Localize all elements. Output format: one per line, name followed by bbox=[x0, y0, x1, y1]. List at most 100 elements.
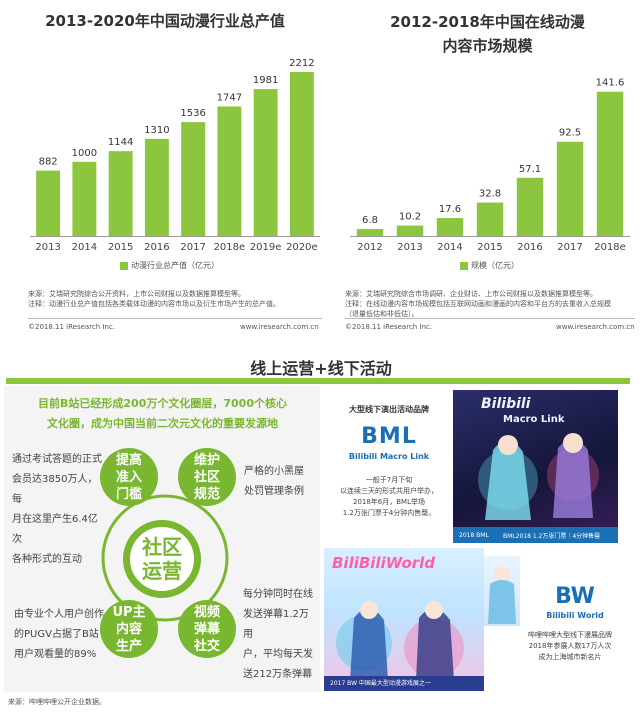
bml-logo: BML bbox=[361, 424, 417, 449]
bar-2016 bbox=[144, 138, 169, 236]
bar-2020e bbox=[289, 71, 314, 236]
bar-2018e bbox=[596, 91, 624, 236]
bml-desc: 一般于7月下旬 以连续三天的形式共用户举办， 2018年6月，BML举场 1.2万张门… bbox=[340, 476, 438, 517]
tick-label-2014: 2014 bbox=[437, 242, 462, 253]
chart1-plot: 882 2013 1000 2014 1144 2015 1310 2016 1536 2017 1… bbox=[30, 58, 320, 253]
chart1-divider bbox=[28, 318, 322, 319]
community-ring-circle bbox=[101, 494, 229, 622]
chart2-plot: 6.8 2012 10.2 2013 17.6 2014 32.8 2015 57.1 2016 9… bbox=[350, 78, 630, 253]
bar-2014 bbox=[72, 161, 97, 236]
circle-up-content: UP主 内容 生产 bbox=[100, 600, 158, 658]
poster2-title: BiliBiliWorld bbox=[332, 554, 436, 572]
footer-source: 来源：哔哩哔哩公开企业数据。 bbox=[8, 698, 106, 706]
chart2-title-line1: 2012-2018年中国在线动漫 bbox=[390, 13, 585, 31]
bar-2015 bbox=[108, 151, 133, 236]
chart1-legend: 动漫行业总产值（亿元） bbox=[120, 260, 219, 271]
community-ring bbox=[101, 494, 229, 622]
bar-2013 bbox=[36, 170, 61, 236]
events-header: 大型线下演出活动品牌 bbox=[349, 405, 429, 414]
tick-label-2015: 2015 bbox=[477, 242, 502, 253]
tick-label-2013: 2013 bbox=[35, 242, 60, 253]
chart2-title: 2012-2018年中国在线动漫 内容市场规模 bbox=[345, 10, 630, 58]
poster1-sub: Macro Link bbox=[503, 414, 565, 425]
community-headline-line2: 文化圈，成为中国当前二次元文化的重要发源地 bbox=[47, 417, 278, 430]
data-label-2018e: 1747 bbox=[217, 92, 242, 103]
tick-label-2016: 2016 bbox=[144, 242, 169, 253]
bw-desc: 哔哩哔哩大型线下漫展品牌 2018年参展人数17万人次 成为上海城市新名片 bbox=[528, 631, 612, 661]
circle-raise-threshold: 提高 准入 门槛 bbox=[100, 448, 158, 506]
tick-label-2018e: 2018e bbox=[214, 242, 246, 253]
data-label-2013: 882 bbox=[39, 157, 58, 168]
chart2-source-line2: 注释：在线动漫内容市场规模包括互联网动画和漫画的内容和平台方的去重收入总规模 bbox=[345, 300, 611, 308]
chart1-legend-label: 动漫行业总产值（亿元） bbox=[131, 261, 219, 270]
bar-2017 bbox=[181, 122, 206, 236]
chart2-source-line1: 来源：艾瑞研究院综合市场调研、企业财访、上市公司财报以及数据推算模型等。 bbox=[345, 290, 597, 298]
bw-poster: BiliBiliWorld 2017 BW 中国最大型动漫游戏展之一 bbox=[324, 548, 484, 691]
data-label-2016: 1310 bbox=[144, 125, 169, 136]
tick-label-2012: 2012 bbox=[357, 242, 382, 253]
chart1-source-line2: 注释：动漫行业总产值包括各类载体动漫的内容市场以及衍生市场产生的总产值。 bbox=[28, 300, 280, 308]
chart2-title-line2: 内容市场规模 bbox=[442, 37, 533, 55]
data-label-2015: 32.8 bbox=[479, 189, 501, 200]
text-danmaku-stats: 每分钟同时在线 发送弹幕1.2万用 户，平均每天发 送212万条弹幕 bbox=[243, 589, 313, 680]
chart2-source-line3: （退量低估和非低估）。 bbox=[345, 310, 419, 318]
chart1-title: 2013-2020年中国动漫行业总产值 bbox=[45, 12, 285, 30]
tick-label-2013: 2013 bbox=[397, 242, 422, 253]
chart1-source: 来源：艾瑞研究院综合公开资料，上市公司财报以及数据推算模型等。 注释：动漫行业总… bbox=[28, 289, 328, 309]
data-label-2012: 6.8 bbox=[362, 215, 378, 226]
data-label-2014: 1000 bbox=[72, 148, 97, 159]
chart2-source: 来源：艾瑞研究院综合市场调研、企业财访、上市公司财报以及数据推算模型等。 注释：… bbox=[345, 289, 635, 319]
tick-label-2016: 2016 bbox=[517, 242, 542, 253]
poster1-title: Bilibili bbox=[481, 396, 531, 412]
bw-name: Bilibili World bbox=[546, 611, 604, 620]
bar-2013 bbox=[396, 225, 424, 236]
data-label-2014: 17.6 bbox=[439, 204, 461, 215]
data-label-2019e: 1981 bbox=[253, 75, 278, 86]
poster1-banner: BML2018 1.2万张门票｜4分钟售罄 bbox=[503, 532, 601, 540]
chart2-copyright: ©2018.11 iResearch Inc. bbox=[345, 323, 433, 331]
chart1-website: www.iresearch.com.cn bbox=[240, 323, 319, 331]
bar-2018e bbox=[217, 106, 242, 236]
data-label-2020e: 2212 bbox=[289, 58, 314, 69]
chart1-legend-swatch bbox=[120, 261, 128, 270]
chart2-legend-swatch bbox=[460, 261, 468, 270]
chart2-website: www.iresearch.com.cn bbox=[556, 323, 635, 331]
tick-label-2014: 2014 bbox=[72, 242, 97, 253]
bar-2019e bbox=[253, 89, 278, 236]
bar-2015 bbox=[476, 202, 504, 236]
bml-name: Bilibili Macro Link bbox=[348, 452, 430, 461]
community-headline: 目前B站已经形成200万个文化圈层，7000个核心 文化圈，成为中国当前二次元文… bbox=[10, 394, 315, 434]
text-blackroom: 严格的小黑屋 处罚管理条例 bbox=[244, 466, 304, 497]
bar-2016 bbox=[516, 177, 544, 236]
community-headline-line1: 目前B站已经形成200万个文化圈层，7000个核心 bbox=[38, 397, 287, 410]
tick-label-2019e: 2019e bbox=[250, 242, 282, 253]
tick-label-2017: 2017 bbox=[557, 242, 582, 253]
circle-danmaku-social: 视频 弹幕 社交 bbox=[178, 600, 236, 658]
section-title: 线上运营+线下活动 bbox=[250, 359, 392, 378]
chart2-divider bbox=[345, 318, 635, 319]
data-label-2017: 92.5 bbox=[559, 128, 581, 139]
circle-community-norms: 维护 社区 规范 bbox=[178, 448, 236, 506]
bar-2012 bbox=[356, 229, 384, 236]
chart1-source-line1: 来源：艾瑞研究院综合公开资料，上市公司财报以及数据推算模型等。 bbox=[28, 290, 245, 298]
tick-label-2018e: 2018e bbox=[594, 242, 626, 253]
section-green-bar bbox=[6, 378, 630, 384]
text-exam-members: 通过考试答题的正式 会员达3850万人，每 月在这里产生6.4亿次 各种形式的互动 bbox=[12, 454, 102, 565]
data-label-2016: 57.1 bbox=[519, 164, 541, 175]
poster1-caption: 2018 BML bbox=[459, 531, 489, 539]
text-pugv: 由专业个人用户创作 的PUGV占据了B站 用户观看量的89% bbox=[14, 609, 104, 660]
data-label-2013: 10.2 bbox=[399, 212, 421, 223]
bw-character-art bbox=[484, 556, 520, 626]
bar-2017 bbox=[556, 141, 584, 236]
data-label-2018e: 141.6 bbox=[596, 78, 625, 89]
tick-label-2015: 2015 bbox=[108, 242, 133, 253]
data-label-2015: 1144 bbox=[108, 137, 133, 148]
poster2-banner: 2017 BW 中国最大型动漫游戏展之一 bbox=[324, 676, 484, 691]
bml-poster: Bilibili Macro Link 2018 BML BML2018 1.2… bbox=[453, 390, 618, 543]
data-label-2017: 1536 bbox=[180, 108, 205, 119]
community-center: 社区 运营 bbox=[123, 520, 201, 598]
tick-label-2017: 2017 bbox=[180, 242, 205, 253]
chart1-copyright: ©2018.11 iResearch Inc. bbox=[28, 323, 116, 331]
chart2-legend-label: 规模（亿元） bbox=[471, 261, 519, 270]
tick-label-2020e: 2020e bbox=[286, 242, 318, 253]
